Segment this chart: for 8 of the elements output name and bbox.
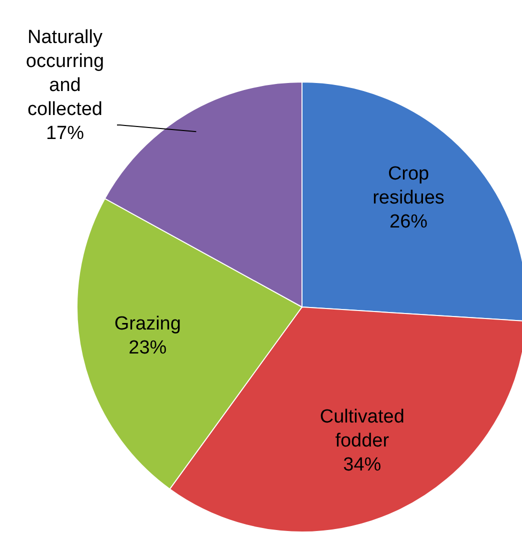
slice-label: Naturally occurring and collected (26, 26, 104, 120)
data-label: 26% (390, 210, 428, 232)
slice-label: Grazing (114, 312, 181, 334)
slice-label: Cultivated fodder (320, 406, 404, 451)
data-label: 23% (128, 336, 167, 358)
data-label: 17% (46, 122, 84, 144)
slice-label: Crop residues (372, 162, 444, 208)
data-label: 34% (343, 454, 382, 475)
